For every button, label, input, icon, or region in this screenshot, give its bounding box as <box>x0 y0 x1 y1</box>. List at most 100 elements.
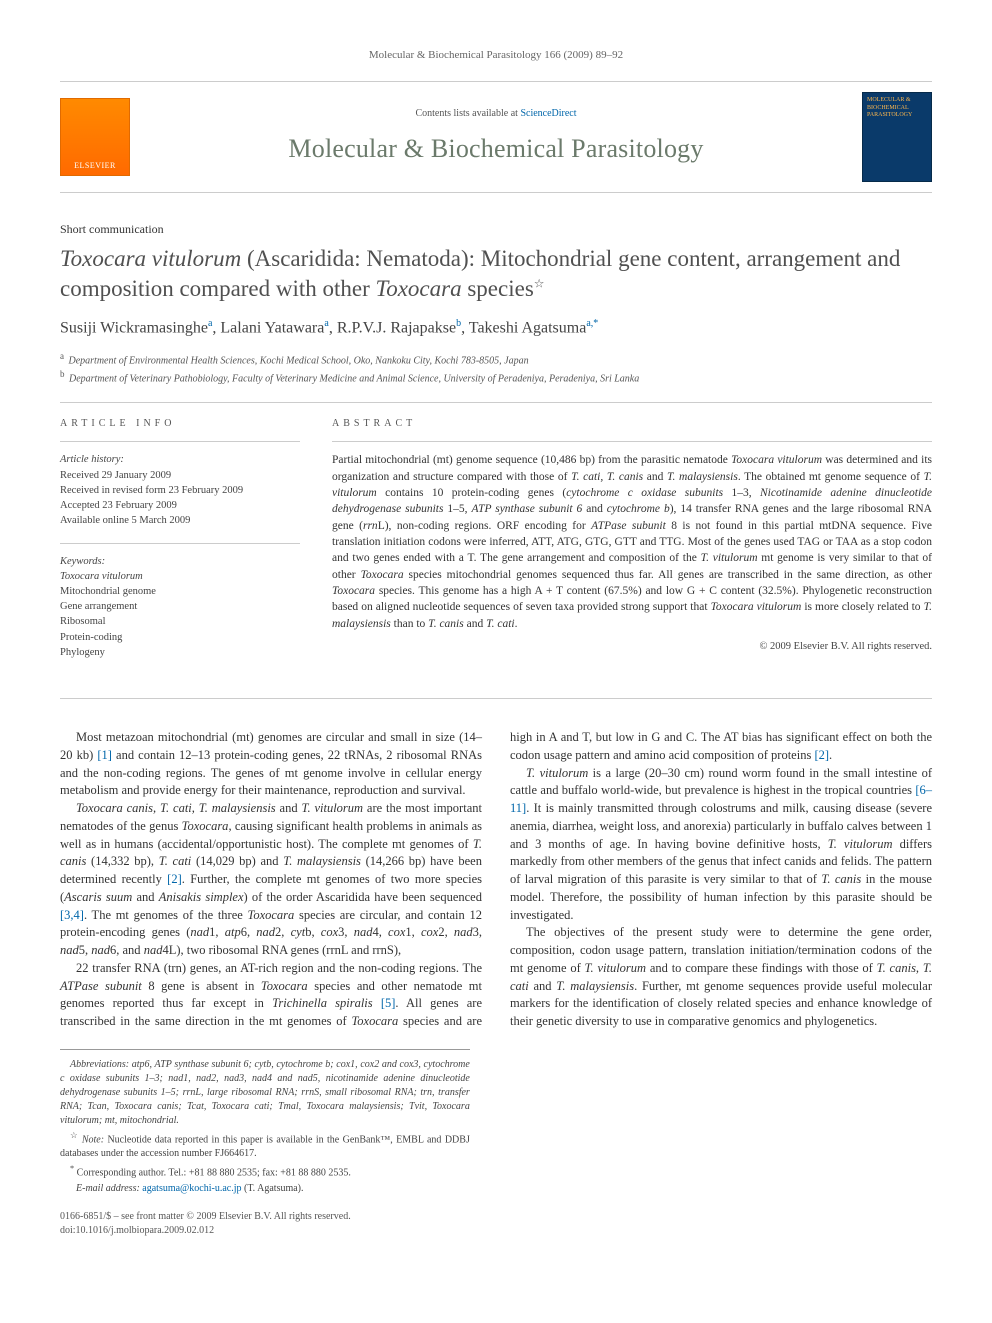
abs-seg: and <box>582 503 606 515</box>
author-1-aff: a <box>208 318 212 329</box>
seg: Toxocara <box>248 908 295 922</box>
footnote-note: ☆ Note: Nucleotide data reported in this… <box>60 1130 470 1161</box>
seg: 5, <box>79 943 92 957</box>
footnote-corresponding: * Corresponding author. Tel.: +81 88 880… <box>60 1163 470 1180</box>
article-history: Article history: Received 29 January 200… <box>60 452 300 528</box>
seg: Trichinella spiralis <box>272 996 373 1010</box>
journal-name: Molecular & Biochemical Parasitology <box>130 131 862 167</box>
article-title: Toxocara vitulorum (Ascaridida: Nematoda… <box>60 244 932 303</box>
note-star-icon: ☆ <box>70 1131 78 1140</box>
abs-seg: L), non-coding regions. ORF encoding for <box>378 520 591 532</box>
seg: Toxocara <box>182 819 229 833</box>
abstract-copyright: © 2009 Elsevier B.V. All rights reserved… <box>332 640 932 655</box>
seg: . <box>829 748 832 762</box>
abs-seg: 1–5, <box>443 503 471 515</box>
seg: and contain 12–13 protein-coding genes, … <box>60 748 482 798</box>
citation-link[interactable]: [2] <box>814 748 829 762</box>
title-tail: species <box>462 276 534 301</box>
article-info-col: ARTICLE INFO Article history: Received 2… <box>60 417 300 674</box>
seg: nad <box>354 925 373 939</box>
email-who: (T. Agatsuma). <box>241 1183 303 1194</box>
publisher-logo: ELSEVIER <box>60 98 130 176</box>
footnote-abbrev: Abbreviations: atp6, ATP synthase subuni… <box>60 1058 470 1128</box>
title-species-2: Toxocara <box>376 276 462 301</box>
affiliation-b-text: Department of Veterinary Pathobiology, F… <box>69 373 639 384</box>
title-footnote-star: ☆ <box>534 276 545 290</box>
history-online: Available online 5 March 2009 <box>60 513 300 528</box>
seg: Anisakis simplex <box>159 890 244 904</box>
abs-seg: T. vitulorum <box>701 552 758 564</box>
seg: cox <box>321 925 338 939</box>
affiliation-a-text: Department of Environmental Health Scien… <box>69 355 529 366</box>
author-2-aff: a <box>324 318 328 329</box>
author-3: R.P.V.J. Rajapakse <box>337 319 456 336</box>
rule-info-1 <box>60 441 300 442</box>
seg: b, <box>305 925 321 939</box>
abs-seg: Toxocara <box>332 585 375 597</box>
seg: (14,029 bp) and <box>191 854 283 868</box>
abs-seg: Toxocara vitulorum <box>731 454 822 466</box>
abs-seg: T. canis <box>428 618 464 630</box>
citation-link[interactable]: [3,4] <box>60 908 84 922</box>
seg: 4, <box>372 925 388 939</box>
page-root: Molecular & Biochemical Parasitology 166… <box>0 0 992 1278</box>
author-list: Susiji Wickramasinghea, Lalani Yatawaraa… <box>60 317 932 340</box>
abs-seg: T. malaysiensis <box>667 471 738 483</box>
keyword-3: Gene arrangement <box>60 599 300 614</box>
email-link[interactable]: agatsuma@kochi-u.ac.jp <box>142 1183 241 1194</box>
seg: and <box>132 890 158 904</box>
abs-seg: Toxocara vitulorum <box>711 601 802 613</box>
abs-seg: is more closely related to <box>801 601 923 613</box>
body-columns: Most metazoan mitochondrial (mt) genomes… <box>60 729 932 1031</box>
history-received: Received 29 January 2009 <box>60 468 300 483</box>
author-4-corr: * <box>593 318 598 329</box>
seg: cox <box>421 925 438 939</box>
seg: 2, <box>438 925 454 939</box>
abs-seg: rrn <box>363 520 378 532</box>
seg: nad <box>256 925 275 939</box>
seg: 2, <box>275 925 291 939</box>
body-para-5: The objectives of the present study were… <box>510 924 932 1031</box>
rule-bottom <box>60 698 932 699</box>
seg: T. canis <box>821 872 861 886</box>
note-label: Note: <box>82 1134 104 1145</box>
title-species-1: Toxocara vitulorum <box>60 246 241 271</box>
article-info-head: ARTICLE INFO <box>60 417 300 431</box>
seg: (14,332 bp), <box>86 854 158 868</box>
front-matter-line: 0166-6851/$ – see front matter © 2009 El… <box>60 1210 932 1224</box>
corr-text: Corresponding author. Tel.: +81 88 880 2… <box>74 1167 351 1178</box>
article-type: Short communication <box>60 221 932 238</box>
seg: nad <box>144 943 163 957</box>
seg: 8 gene is absent in <box>142 979 261 993</box>
abstract-head: ABSTRACT <box>332 417 932 431</box>
seg: 1, <box>209 925 225 939</box>
seg: T. vitulorum <box>301 801 363 815</box>
rule-abs <box>332 441 932 442</box>
seg: and <box>529 979 557 993</box>
seg: nad <box>60 943 79 957</box>
sciencedirect-link[interactable]: ScienceDirect <box>520 108 576 119</box>
abs-seg: T. cati, T. canis <box>571 471 643 483</box>
seg: nad <box>454 925 473 939</box>
abs-seg: Partial mitochondrial (mt) genome sequen… <box>332 454 731 466</box>
abs-seg: . The obtained mt genome sequence of <box>738 471 924 483</box>
citation-link[interactable]: [1] <box>97 748 112 762</box>
abs-seg: 1–3, <box>723 487 760 499</box>
history-accepted: Accepted 23 February 2009 <box>60 498 300 513</box>
note-text: Nucleotide data reported in this paper i… <box>60 1134 470 1159</box>
keyword-1: Toxocara vitulorum <box>60 569 300 584</box>
email-label: E-mail address: <box>76 1183 140 1194</box>
seg: Toxocara <box>261 979 308 993</box>
abstract-col: ABSTRACT Partial mitochondrial (mt) geno… <box>332 417 932 674</box>
seg: 3, <box>338 925 354 939</box>
footnotes: Abbreviations: atp6, ATP synthase subuni… <box>60 1049 470 1197</box>
citation-link[interactable]: [2] <box>167 872 182 886</box>
abs-seg: T. cati <box>486 618 515 630</box>
seg: 4L), two ribosomal RNA genes (rrnL and r… <box>162 943 401 957</box>
citation-link[interactable]: [5] <box>381 996 396 1010</box>
info-abstract-row: ARTICLE INFO Article history: Received 2… <box>60 417 932 674</box>
seg: T. malaysiensis <box>556 979 634 993</box>
seg: nad <box>91 943 110 957</box>
seg: and <box>276 801 302 815</box>
author-2: Lalani Yatawara <box>220 319 324 336</box>
